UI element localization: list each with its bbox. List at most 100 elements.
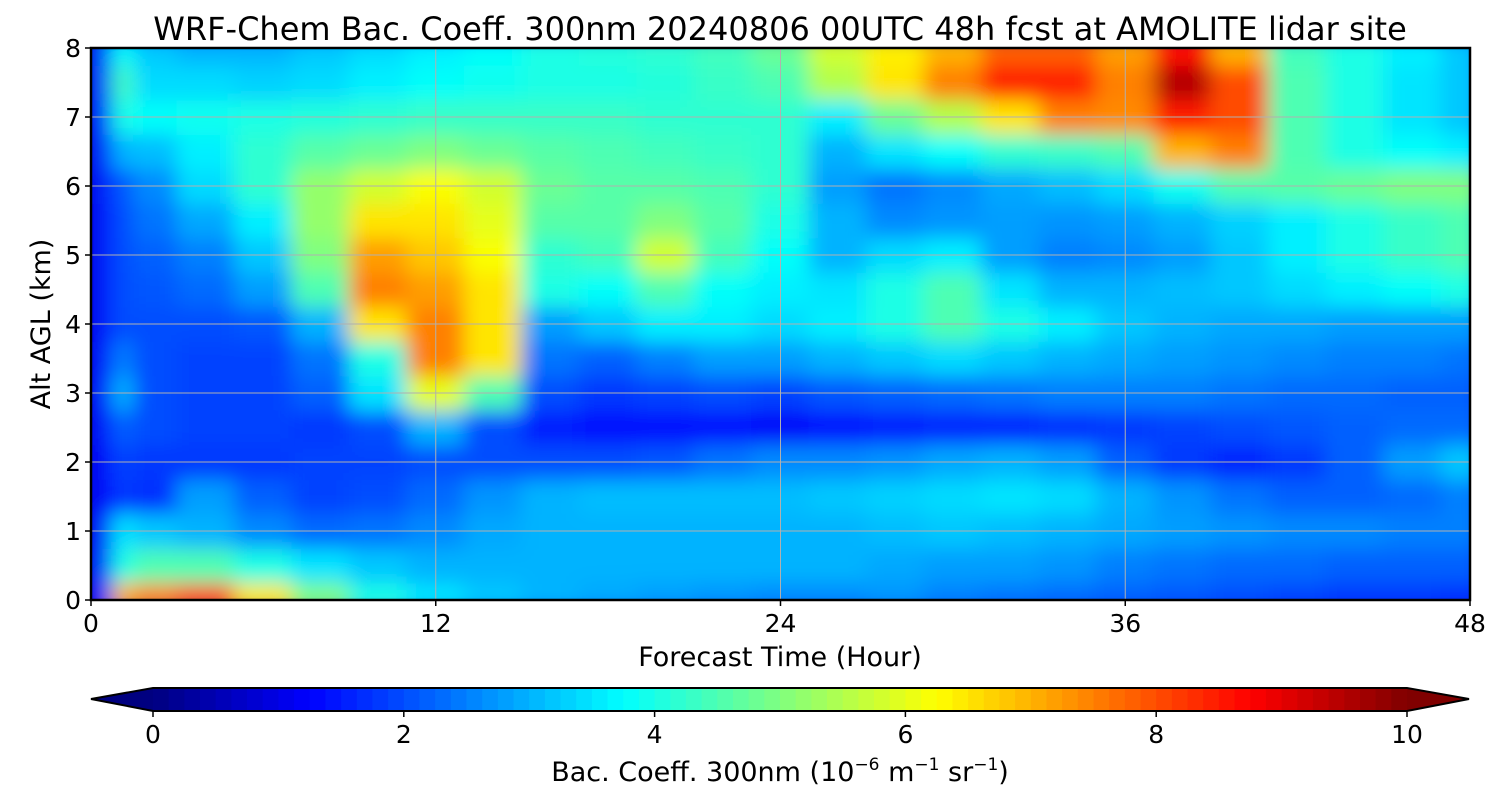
heatmap-cell: [176, 340, 236, 377]
heatmap-cell: [1268, 48, 1327, 66]
heatmap-cell: [981, 340, 1040, 377]
heatmap-cell: [348, 547, 408, 584]
colorbar-band: [1203, 688, 1220, 711]
heatmap-cell: [291, 202, 351, 239]
heatmap-cell: [291, 133, 351, 170]
heatmap-cell: [1440, 133, 1470, 170]
heatmap-cell: [111, 478, 135, 515]
heatmap-cell: [636, 547, 695, 584]
y-tick-label: 6: [65, 172, 81, 201]
heatmap-cell: [808, 409, 868, 446]
heatmap-cell: [133, 202, 178, 239]
heatmap-cell: [1440, 478, 1470, 515]
colorbar-band: [1187, 688, 1204, 711]
colorbar-band: [1077, 688, 1095, 711]
heatmap-cell: [348, 202, 408, 239]
colorbar-band: [294, 688, 311, 711]
colorbar-band: [764, 688, 781, 711]
heatmap-cell: [1383, 409, 1442, 446]
heatmap-cell: [808, 48, 868, 66]
heatmap-cell: [636, 202, 695, 239]
colorbar-band: [215, 688, 233, 711]
colorbar-band: [560, 688, 577, 711]
heatmap-cell: [808, 133, 868, 170]
heatmap-cell: [1383, 340, 1442, 377]
colorbar-band: [670, 688, 687, 711]
heatmap-cell: [234, 64, 293, 101]
heatmap-cell: [97, 271, 114, 308]
heatmap-cell: [578, 133, 638, 170]
colorbar-band: [638, 688, 656, 711]
colorbar-ticks: 0 2 4 6 8 10: [145, 711, 1423, 749]
y-tick-label: 8: [65, 34, 81, 63]
heatmap-cell: [1210, 202, 1270, 239]
heatmap-cell: [91, 271, 99, 308]
heatmap-cell: [176, 202, 236, 239]
heatmap-cell: [521, 271, 580, 308]
heatmap-cell: [1153, 547, 1213, 584]
heatmap-cell: [111, 202, 135, 239]
heatmap-cell: [291, 409, 351, 446]
heatmap-cell: [981, 478, 1040, 515]
colorbar-band: [1234, 688, 1251, 711]
heatmap-cell: [234, 478, 293, 515]
heatmap-cell: [97, 409, 114, 446]
heatmap-cell: [1210, 478, 1270, 515]
heatmap-cell: [97, 340, 114, 377]
heatmap-cell: [866, 133, 925, 170]
heatmap-cell: [1153, 582, 1213, 600]
heatmap-cell: [1268, 582, 1327, 600]
heatmap-cell: [291, 64, 351, 101]
heatmap-cell: [1210, 582, 1270, 600]
colorbar-label: Bac. Coeff. 300nm (10−6 m−1 sr−1): [551, 755, 1009, 788]
colorbar-tick-label: 10: [1391, 720, 1423, 749]
heatmap-cell: [808, 547, 868, 584]
heatmap-cell: [348, 409, 408, 446]
colorbar-band: [513, 688, 530, 711]
colorbar-band: [1218, 688, 1236, 711]
heatmap-cell: [234, 340, 293, 377]
heatmap-cell: [1268, 547, 1327, 584]
heatmap-cell: [1383, 133, 1442, 170]
colorbar-band: [576, 688, 593, 711]
colorbar-band: [231, 688, 248, 711]
heatmap-cell: [1383, 48, 1442, 66]
y-tick-label: 0: [65, 586, 81, 615]
heatmap-cell: [1383, 582, 1442, 600]
colorbar-band: [1328, 688, 1345, 711]
heatmap-cell: [111, 133, 135, 170]
colorbar-band: [1062, 688, 1079, 711]
heatmap-cell: [693, 340, 753, 377]
y-tick-label: 2: [65, 448, 81, 477]
heatmap-cell: [234, 202, 293, 239]
colorbar-band: [842, 688, 860, 711]
colorbar-band: [435, 688, 452, 711]
colorbar-band: [388, 688, 405, 711]
heatmap-cell: [348, 478, 408, 515]
heatmap-cell: [91, 547, 99, 584]
heatmap-cell: [1440, 64, 1470, 101]
colorbar-tick-label: 8: [1148, 720, 1164, 749]
heatmap-cell: [133, 547, 178, 584]
heatmap-cell: [981, 582, 1040, 600]
heatmap-cell: [981, 64, 1040, 101]
heatmap-cell: [291, 271, 351, 308]
heatmap-cell: [1268, 340, 1327, 377]
heatmap-cell: [923, 547, 983, 584]
y-tick-label: 4: [65, 310, 81, 339]
heatmap-cell: [97, 202, 114, 239]
heatmap-cell: [91, 340, 99, 377]
heatmap-cell: [636, 64, 695, 101]
heatmap-cell: [1038, 340, 1098, 377]
heatmap-cell: [463, 582, 523, 600]
heatmap-cell: [1153, 133, 1213, 170]
colorbar-band: [262, 688, 280, 711]
colorbar-band: [1359, 688, 1377, 711]
heatmap-cell: [808, 340, 868, 377]
colorbar-band: [999, 688, 1016, 711]
colorbar-band: [309, 688, 327, 711]
heatmap-cell: [521, 48, 580, 66]
heatmap-cell: [866, 340, 925, 377]
y-tick-label: 3: [65, 379, 81, 408]
colorbar-band: [341, 688, 358, 711]
